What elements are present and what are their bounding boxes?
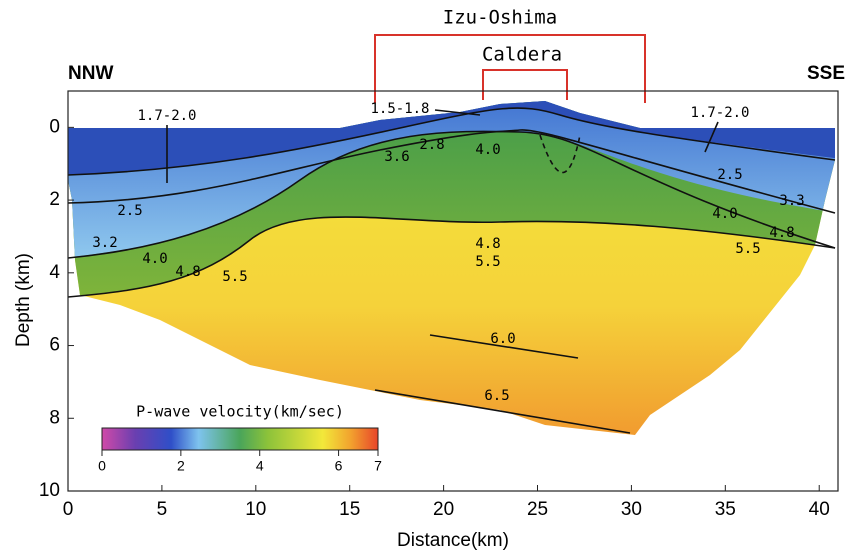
x-tick-label: 20	[433, 499, 454, 520]
contour-label: 4.0	[142, 251, 167, 267]
x-axis-label: Distance(km)	[397, 530, 509, 551]
x-tick-label: 35	[715, 499, 736, 520]
contour-lines	[67, 107, 836, 434]
title: Izu-Oshima	[443, 7, 557, 29]
contour-label: 4.8	[475, 236, 500, 252]
x-tick-label: 0	[63, 499, 74, 520]
colorbar-tick-label: 7	[374, 458, 382, 474]
contour-label: 2.5	[717, 167, 742, 183]
y-tick-label: 8	[49, 407, 60, 428]
contour-label: 4.0	[475, 142, 500, 158]
x-tick-label: 15	[339, 499, 360, 520]
colorbar	[101, 427, 379, 451]
contour-label: 4.8	[769, 225, 794, 241]
y-tick-label: 0	[49, 116, 60, 137]
y-tick-label: 2	[49, 189, 60, 210]
colorbar-label: P-wave velocity(km/sec)	[136, 403, 344, 421]
x-tick-label: 25	[527, 499, 548, 520]
subtitle: Caldera	[482, 44, 562, 66]
plot-frame	[67, 90, 839, 492]
x-tick-label: 40	[809, 499, 830, 520]
contour-label: 1.7-2.0	[137, 108, 196, 124]
contour-label: 4.0	[712, 206, 737, 222]
colorbar-tick-label: 6	[335, 458, 343, 474]
contour-label: 5.5	[222, 269, 247, 285]
colorbar-tick-label: 4	[256, 458, 264, 474]
colorbar-tick-label: 2	[177, 458, 185, 474]
contour-label: 3.3	[779, 193, 804, 209]
contour-label: 4.8	[175, 264, 200, 280]
x-tick-label: 30	[621, 499, 642, 520]
x-tick-label: 5	[157, 499, 168, 520]
right-label: SSE	[807, 63, 845, 84]
contour-label: 6.0	[490, 331, 515, 347]
colorbar-tick-label: 0	[98, 458, 106, 474]
contour-label: 5.5	[475, 254, 500, 270]
y-tick-label: 4	[49, 262, 60, 283]
caldera-brackets	[374, 34, 646, 103]
contour-label: 3.2	[92, 235, 117, 251]
contour-label: 1.7-2.0	[690, 105, 749, 121]
contour-label: 2.5	[117, 203, 142, 219]
contour-label: 1.5-1.8	[370, 101, 429, 117]
y-tick-label: 6	[49, 335, 60, 356]
contour-label: 5.5	[735, 241, 760, 257]
contour-label: 3.6	[384, 149, 409, 165]
contour-label: 6.5	[484, 388, 509, 404]
left-label: NNW	[68, 63, 113, 84]
y-tick-label: 10	[39, 480, 60, 501]
x-tick-label: 10	[245, 499, 266, 520]
contour-label: 2.8	[419, 137, 444, 153]
y-axis-label: Depth (km)	[13, 253, 34, 347]
